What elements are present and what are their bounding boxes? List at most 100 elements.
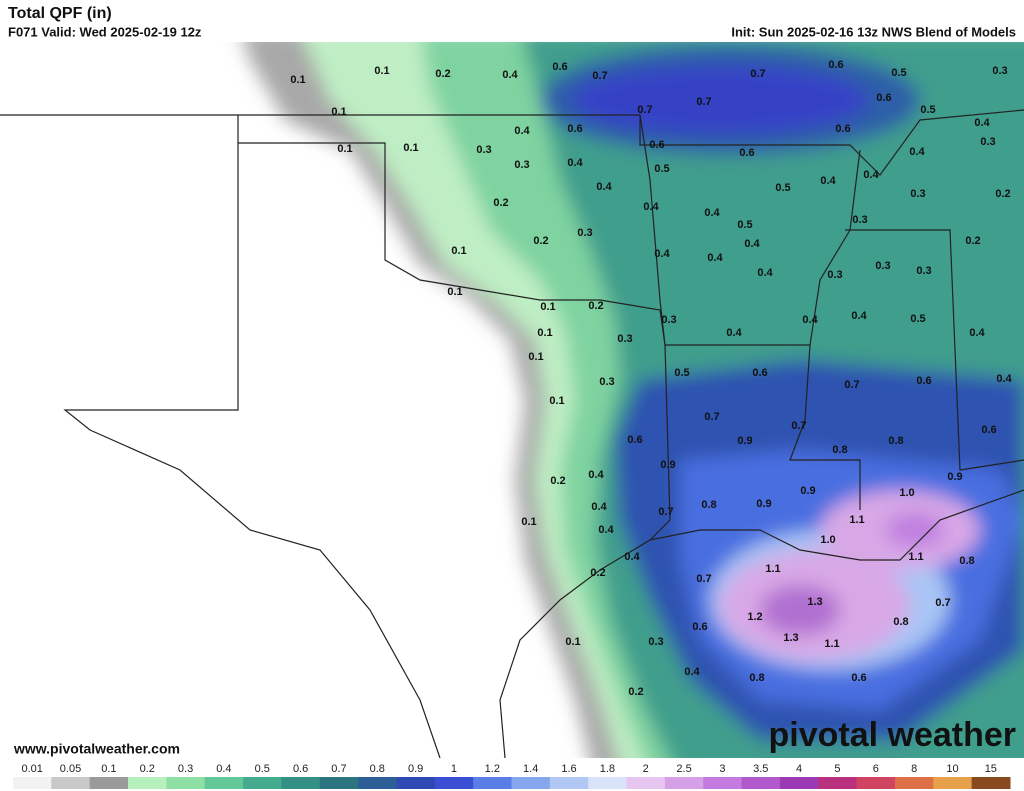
qpf-label: 0.8 bbox=[888, 435, 903, 447]
colorbar-label: 3 bbox=[719, 763, 725, 775]
qpf-label: 0.7 bbox=[750, 68, 765, 80]
colorbar-swatch bbox=[13, 777, 52, 789]
qpf-label: 0.4 bbox=[757, 267, 773, 279]
colorbar-label: 0.9 bbox=[408, 763, 423, 775]
qpf-label: 0.7 bbox=[844, 379, 859, 391]
qpf-label: 0.4 bbox=[996, 373, 1012, 385]
colorbar-label: 0.1 bbox=[101, 763, 116, 775]
qpf-label: 0.1 bbox=[447, 286, 462, 298]
colorbar-swatch bbox=[741, 777, 781, 789]
qpf-label: 0.7 bbox=[935, 597, 950, 609]
qpf-label: 0.7 bbox=[704, 411, 719, 423]
qpf-label: 1.1 bbox=[908, 551, 923, 563]
colorbar-label: 0.4 bbox=[216, 763, 231, 775]
qpf-label: 0.1 bbox=[331, 106, 346, 118]
qpf-label: 0.3 bbox=[476, 144, 491, 156]
qpf-label: 0.6 bbox=[752, 367, 767, 379]
qpf-label: 0.9 bbox=[800, 485, 815, 497]
qpf-label: 0.1 bbox=[403, 142, 418, 154]
colorbar-swatch bbox=[396, 777, 436, 789]
qpf-label: 0.6 bbox=[627, 434, 642, 446]
colorbar-label: 1.6 bbox=[561, 763, 576, 775]
qpf-label: 0.2 bbox=[435, 68, 450, 80]
qpf-label: 0.3 bbox=[599, 376, 614, 388]
qpf-label: 0.8 bbox=[832, 444, 847, 456]
qpf-label: 0.3 bbox=[916, 265, 931, 277]
colorbar-label: 0.2 bbox=[140, 763, 155, 775]
colorbar-label: 5 bbox=[834, 763, 840, 775]
qpf-label: 0.4 bbox=[704, 207, 720, 219]
colorbar-label: 10 bbox=[946, 763, 958, 775]
qpf-label: 0.4 bbox=[502, 69, 518, 81]
qpf-label: 0.1 bbox=[540, 301, 555, 313]
qpf-label: 1.0 bbox=[820, 534, 835, 546]
colorbar-label: 0.8 bbox=[370, 763, 385, 775]
colorbar-swatch bbox=[894, 777, 934, 789]
qpf-label: 0.2 bbox=[965, 235, 980, 247]
qpf-label: 1.0 bbox=[899, 487, 914, 499]
qpf-label: 0.6 bbox=[828, 59, 843, 71]
qpf-label: 0.4 bbox=[567, 157, 583, 169]
qpf-label: 1.3 bbox=[783, 632, 798, 644]
qpf-label: 0.6 bbox=[552, 61, 567, 73]
colorbar-swatch bbox=[243, 777, 282, 789]
qpf-label: 0.6 bbox=[851, 672, 866, 684]
colorbar-swatch bbox=[588, 777, 628, 789]
qpf-label: 0.5 bbox=[674, 367, 689, 379]
qpf-label: 0.6 bbox=[876, 92, 891, 104]
qpf-label: 0.1 bbox=[451, 245, 466, 257]
qpf-label: 0.2 bbox=[533, 235, 548, 247]
qpf-label: 1.3 bbox=[807, 596, 822, 608]
qpf-label: 0.6 bbox=[567, 123, 582, 135]
qpf-label: 0.6 bbox=[739, 147, 754, 159]
qpf-label: 1.1 bbox=[824, 638, 839, 650]
qpf-label: 0.3 bbox=[852, 214, 867, 226]
colorbar-swatch bbox=[434, 777, 474, 789]
colorbar-label: 0.3 bbox=[178, 763, 193, 775]
colorbar-swatch bbox=[664, 777, 704, 789]
map-labels: 0.1 0.1 0.2 0.4 0.6 0.7 0.7 0.6 0.5 0.3 0.1 0.7 0.7 0… bbox=[290, 59, 1012, 698]
colorbar-swatch bbox=[89, 777, 129, 789]
colorbar-swatch bbox=[128, 777, 167, 789]
colorbar-swatch bbox=[549, 777, 589, 789]
qpf-label: 0.4 bbox=[588, 469, 604, 481]
qpf-label: 0.5 bbox=[654, 163, 669, 175]
qpf-label: 0.3 bbox=[992, 65, 1007, 77]
colorbar-label: 0.7 bbox=[331, 763, 346, 775]
qpf-label: 0.6 bbox=[649, 139, 664, 151]
qpf-label: 0.2 bbox=[628, 686, 643, 698]
qpf-label: 0.7 bbox=[791, 420, 806, 432]
qpf-label: 0.1 bbox=[565, 636, 580, 648]
colorbar-label: 3.5 bbox=[753, 763, 768, 775]
qpf-label: 0.3 bbox=[910, 188, 925, 200]
qpf-label: 0.1 bbox=[549, 395, 564, 407]
qpf-label: 0.1 bbox=[337, 143, 352, 155]
qpf-label: 0.3 bbox=[661, 314, 676, 326]
colorbar: 0.01 0.05 0.1 0.2 0.3 0.4 0.5 0.6 0.7 0.8 0.9 1 1.2 1… bbox=[0, 758, 1024, 791]
qpf-label: 0.4 bbox=[909, 146, 925, 158]
qpf-label: 0.1 bbox=[374, 65, 389, 77]
colorbar-swatch bbox=[511, 777, 551, 789]
qpf-label: 0.6 bbox=[692, 621, 707, 633]
colorbar-swatch bbox=[971, 777, 1011, 789]
colorbar-swatch bbox=[204, 777, 244, 789]
colorbar-label: 8 bbox=[911, 763, 917, 775]
qpf-label: 0.9 bbox=[947, 471, 962, 483]
qpf-label: 0.4 bbox=[654, 248, 670, 260]
colorbar-swatch bbox=[779, 777, 819, 789]
qpf-label: 0.2 bbox=[550, 475, 565, 487]
qpf-label: 1.2 bbox=[747, 611, 762, 623]
colorbar-label: 4 bbox=[796, 763, 802, 775]
qpf-label: 0.6 bbox=[981, 424, 996, 436]
qpf-label: 0.1 bbox=[521, 516, 536, 528]
colorbar-swatch bbox=[856, 777, 896, 789]
qpf-label: 0.4 bbox=[969, 327, 985, 339]
qpf-label: 0.3 bbox=[577, 227, 592, 239]
qpf-label: 0.4 bbox=[707, 252, 723, 264]
qpf-label: 0.3 bbox=[980, 136, 995, 148]
qpf-label: 0.1 bbox=[290, 74, 305, 86]
colorbar-swatch bbox=[933, 777, 973, 789]
qpf-label: 0.7 bbox=[696, 573, 711, 585]
qpf-label: 0.4 bbox=[684, 666, 700, 678]
qpf-label: 0.8 bbox=[959, 555, 974, 567]
